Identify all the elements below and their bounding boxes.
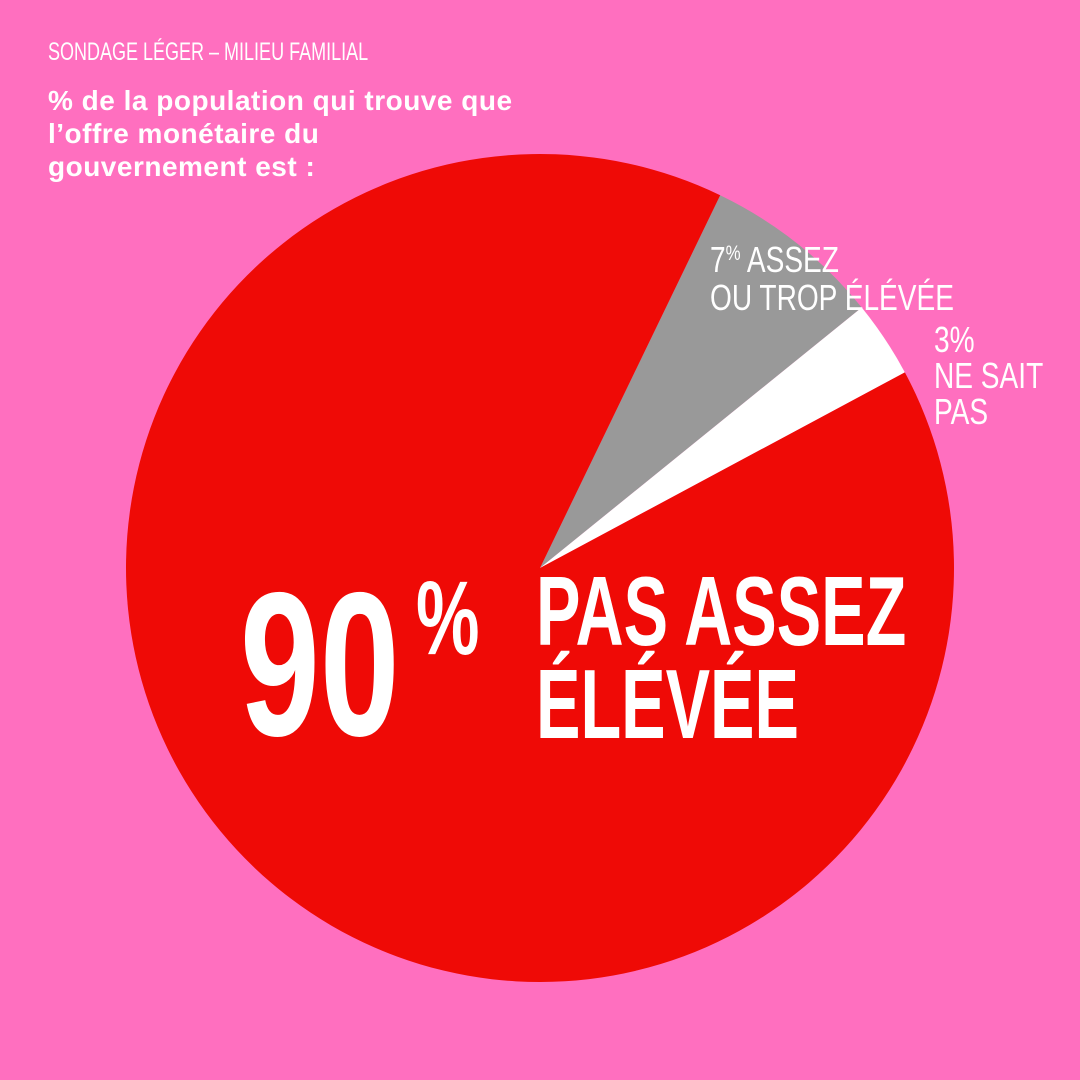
- pie-slice-ne-sait-pas: [540, 307, 905, 568]
- big-value: 90: [240, 550, 400, 779]
- slice-label-gray: 7% ASSEZ OU TROP ÉLÉVÉE: [710, 238, 954, 318]
- pie-slice-pas-assez-l-v-e: [126, 154, 954, 983]
- big-slice-label: PAS ASSEZ ÉLÉVÉE: [536, 556, 907, 759]
- pie-slice-assez-ou-trop-l-v-e: [540, 195, 862, 568]
- big-percent-sign: %: [416, 560, 480, 677]
- slice-label-white: 3% NE SAIT PAS: [934, 319, 1044, 432]
- chart-title: % de la population qui trouve que l’offr…: [48, 85, 513, 182]
- source-label: SONDAGE LÉGER – MILIEU FAMILIAL: [48, 38, 369, 66]
